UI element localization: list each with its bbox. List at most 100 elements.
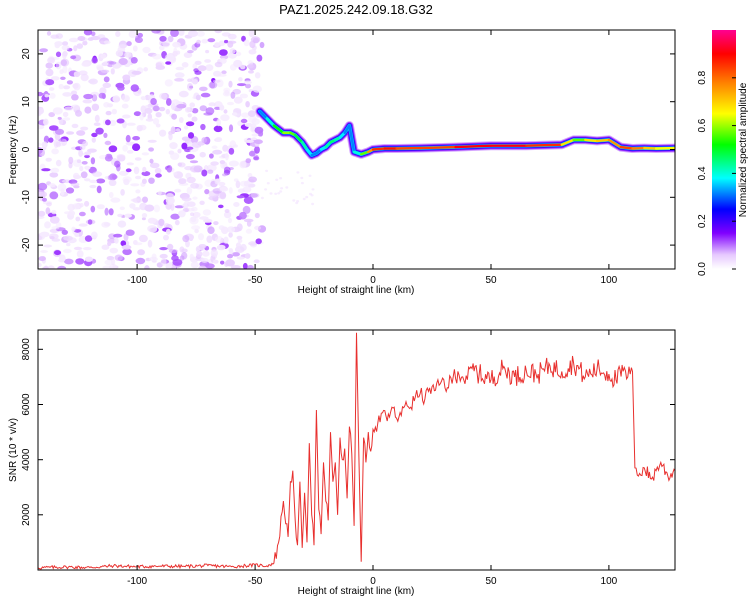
noise-speckle — [220, 114, 230, 122]
noise-speckle — [93, 122, 101, 126]
noise-speckle — [70, 55, 77, 60]
noise-speckle — [49, 87, 55, 91]
noise-speckle — [74, 246, 82, 250]
noise-speckle — [62, 41, 69, 46]
noise-speckle — [83, 30, 93, 36]
noise-speckle — [168, 132, 173, 141]
noise-speckle — [59, 69, 64, 75]
noise-speckle — [251, 118, 260, 125]
noise-speckle — [165, 61, 172, 65]
noise-speckle — [108, 179, 117, 186]
noise-speckle — [165, 109, 170, 115]
noise-speckle — [159, 45, 165, 51]
noise-speckle — [237, 83, 246, 87]
noise-speckle — [62, 51, 68, 57]
noise-speckle — [187, 132, 195, 139]
noise-speckle — [222, 173, 228, 177]
noise-speckle — [255, 238, 262, 245]
noise-speckle — [154, 167, 162, 174]
noise-speckle — [125, 134, 131, 143]
noise-speckle — [49, 236, 55, 240]
noise-speckle — [113, 233, 123, 238]
snr-panel: -100 -50 0 50 100 2000 4000 6000 8000 Height of… — [8, 329, 676, 597]
noise-speckle — [57, 183, 67, 192]
noise-speckle — [187, 50, 194, 54]
noise-speckle — [153, 204, 161, 213]
noise-speckle — [79, 165, 84, 172]
y-tick-label: 20 — [21, 48, 32, 60]
noise-speckle — [109, 247, 119, 254]
y-tick-label: 8000 — [21, 338, 32, 361]
noise-speckle — [196, 250, 203, 258]
colorbar-gradient — [712, 30, 736, 269]
noise-speckle — [240, 118, 248, 124]
x-tick-label: -50 — [248, 275, 263, 286]
noise-speckle — [96, 178, 106, 184]
noise-speckle — [76, 43, 84, 49]
noise-speckle — [155, 65, 166, 70]
noise-speckle — [132, 207, 141, 211]
ridge-segment — [560, 138, 575, 146]
noise-speckle — [194, 60, 202, 65]
noise-speckle — [308, 174, 312, 177]
noise-speckle — [254, 146, 260, 154]
noise-speckle — [89, 179, 98, 184]
noise-speckle — [126, 162, 134, 166]
noise-speckle — [207, 226, 215, 234]
noise-speckle — [81, 61, 91, 67]
noise-speckle — [105, 119, 111, 126]
noise-speckle — [147, 139, 157, 143]
noise-speckle — [246, 64, 254, 69]
y-tick-label: 2000 — [21, 503, 32, 526]
noise-speckle — [58, 83, 64, 90]
noise-speckle — [147, 217, 157, 224]
noise-speckle — [75, 198, 83, 202]
noise-speckle — [101, 244, 110, 250]
snr-y-label: SNR (10 * v/v) — [8, 418, 19, 482]
noise-speckle — [82, 99, 93, 104]
noise-speckle — [98, 92, 106, 99]
noise-speckle — [144, 107, 153, 114]
noise-speckle — [228, 124, 234, 133]
noise-speckle — [228, 232, 233, 238]
noise-speckle — [117, 155, 126, 162]
colorbar-tick-label: 0.6 — [697, 118, 708, 132]
noise-speckle — [196, 30, 205, 37]
noise-speckle — [244, 253, 251, 259]
noise-speckle — [71, 94, 79, 101]
noise-speckle — [264, 188, 268, 191]
noise-speckle — [204, 263, 215, 269]
noise-speckle — [76, 159, 82, 164]
noise-speckle — [205, 64, 214, 71]
noise-speckle — [179, 255, 185, 261]
noise-speckle — [105, 110, 112, 116]
noise-speckle — [45, 157, 52, 162]
y-tick-label: 10 — [21, 96, 32, 108]
noise-speckle — [211, 145, 218, 149]
noise-speckle — [213, 125, 223, 133]
noise-speckle — [96, 204, 105, 210]
noise-speckle — [126, 41, 132, 47]
noise-speckle — [159, 129, 167, 137]
noise-speckle — [242, 262, 248, 269]
noise-speckle — [75, 258, 85, 265]
noise-speckle — [248, 30, 255, 38]
noise-speckle — [75, 216, 81, 222]
noise-speckle — [122, 144, 128, 152]
noise-speckle — [245, 101, 250, 108]
noise-speckle — [152, 105, 160, 112]
noise-speckle — [48, 112, 55, 118]
noise-speckle — [82, 140, 88, 147]
noise-speckle — [190, 216, 197, 223]
noise-speckle — [228, 187, 233, 194]
noise-speckle — [38, 91, 43, 97]
noise-speckle — [248, 49, 257, 55]
noise-speckle — [38, 210, 46, 217]
noise-speckle — [117, 213, 123, 218]
noise-speckle — [223, 109, 228, 114]
noise-speckle — [71, 226, 76, 232]
noise-speckle — [254, 212, 260, 219]
noise-speckle — [174, 219, 180, 226]
noise-speckle — [248, 70, 254, 74]
